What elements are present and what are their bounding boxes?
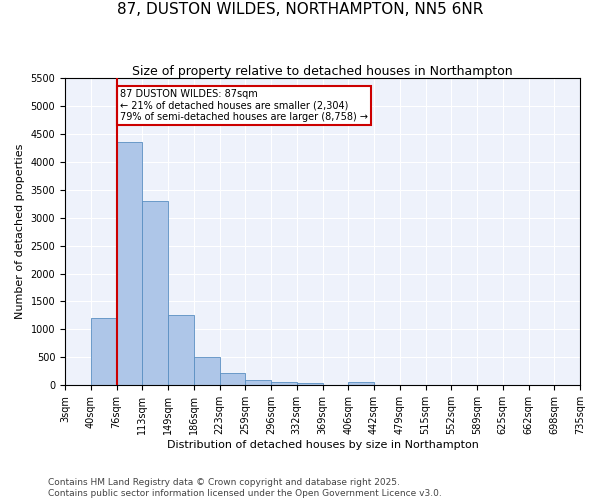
Bar	[116, 142, 142, 385]
Bar	[142, 201, 168, 385]
Text: Contains HM Land Registry data © Crown copyright and database right 2025.
Contai: Contains HM Land Registry data © Crown c…	[48, 478, 442, 498]
Bar	[271, 382, 297, 385]
Y-axis label: Number of detached properties: Number of detached properties	[15, 144, 25, 320]
X-axis label: Distribution of detached houses by size in Northampton: Distribution of detached houses by size …	[167, 440, 478, 450]
Text: 87 DUSTON WILDES: 87sqm
← 21% of detached houses are smaller (2,304)
79% of semi: 87 DUSTON WILDES: 87sqm ← 21% of detache…	[121, 89, 368, 122]
Bar	[297, 383, 323, 385]
Bar	[91, 318, 116, 385]
Text: 87, DUSTON WILDES, NORTHAMPTON, NN5 6NR: 87, DUSTON WILDES, NORTHAMPTON, NN5 6NR	[117, 2, 483, 18]
Bar	[194, 358, 220, 385]
Bar	[220, 373, 245, 385]
Bar	[348, 382, 374, 385]
Bar	[168, 316, 194, 385]
Title: Size of property relative to detached houses in Northampton: Size of property relative to detached ho…	[132, 65, 513, 78]
Bar	[245, 380, 271, 385]
